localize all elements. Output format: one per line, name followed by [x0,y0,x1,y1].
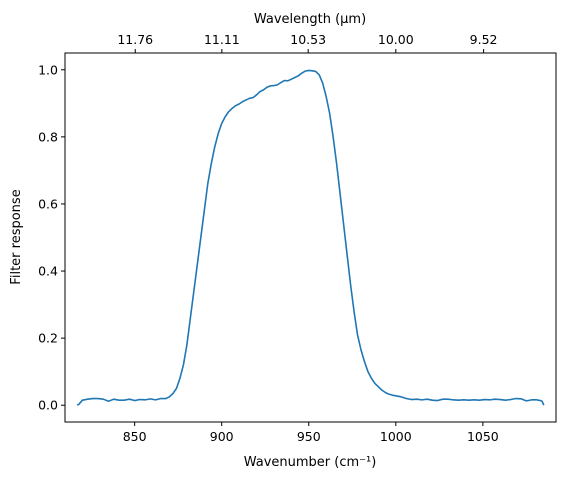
y-tick-label: 1.0 [38,62,58,77]
filter-response-line [76,69,545,406]
y-tick-label: 0.6 [38,196,58,211]
top-tick-label: 9.52 [470,32,498,47]
top-tick-label: 10.00 [378,32,414,47]
y-tick-label: 0.8 [38,129,58,144]
x-tick-label: 1050 [467,429,499,444]
top-axis-label: Wavelength (μm) [254,12,366,27]
x-tick-label: 1000 [380,429,412,444]
x-tick-label: 850 [123,429,147,444]
y-tick-label: 0.2 [38,331,58,346]
y-tick-label: 0.4 [38,264,58,279]
x-axis-label: Wavenumber (cm⁻¹) [244,455,377,470]
y-tick-label: 0.0 [38,398,58,413]
top-tick-label: 11.11 [204,32,240,47]
y-axis-label: Filter response [9,189,24,284]
plot-frame [64,52,557,423]
x-tick-label: 900 [210,429,234,444]
top-tick-label: 10.53 [290,32,326,47]
ticks-layer: 850 900 950 1000 1050 0.0 0.2 0.4 0.6 0.8 1.0 11.76… [38,32,499,444]
x-tick-label: 950 [297,429,321,444]
top-tick-label: 11.76 [117,32,153,47]
